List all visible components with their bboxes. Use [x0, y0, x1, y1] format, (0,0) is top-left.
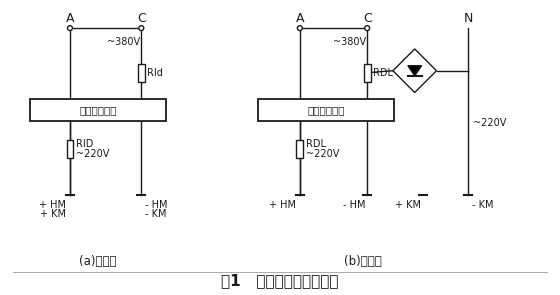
- Text: RID: RID: [76, 139, 94, 149]
- Text: + KM: + KM: [40, 209, 66, 219]
- Text: N: N: [464, 12, 473, 25]
- Text: ~380V: ~380V: [107, 37, 140, 47]
- Bar: [363, 64, 371, 82]
- Text: C: C: [137, 12, 146, 25]
- Text: - HM: - HM: [145, 201, 168, 211]
- Text: - KM: - KM: [472, 201, 494, 211]
- Text: ~220V: ~220V: [306, 149, 339, 159]
- Circle shape: [139, 26, 144, 31]
- Text: A: A: [296, 12, 304, 25]
- Text: ~220V: ~220V: [76, 149, 109, 159]
- Text: + KM: + KM: [395, 201, 421, 211]
- Text: 直流操作电源: 直流操作电源: [80, 105, 117, 115]
- Text: - KM: - KM: [145, 209, 167, 219]
- Text: ~220V: ~220V: [473, 118, 507, 128]
- Text: ~380V: ~380V: [333, 37, 366, 47]
- Text: A: A: [66, 12, 74, 25]
- Text: - HM: - HM: [343, 201, 365, 211]
- Circle shape: [68, 26, 72, 31]
- Text: RDL: RDL: [373, 68, 393, 78]
- Polygon shape: [393, 49, 436, 93]
- Circle shape: [297, 26, 302, 31]
- Text: (b)改进后: (b)改进后: [344, 255, 382, 268]
- Circle shape: [365, 26, 370, 31]
- Text: + HM: + HM: [269, 201, 296, 211]
- Bar: [138, 64, 145, 82]
- Text: (a)改进前: (a)改进前: [80, 255, 117, 268]
- Text: 直流操作电源: 直流操作电源: [307, 105, 345, 115]
- Text: + HM: + HM: [39, 201, 66, 211]
- Bar: [296, 140, 304, 158]
- Text: RDL: RDL: [306, 139, 326, 149]
- Bar: [67, 140, 73, 158]
- Polygon shape: [408, 66, 422, 76]
- Text: RId: RId: [147, 68, 163, 78]
- Text: 图1   改进前后整流电路图: 图1 改进前后整流电路图: [221, 273, 339, 288]
- Text: C: C: [363, 12, 371, 25]
- Bar: [258, 99, 394, 121]
- Bar: [30, 99, 166, 121]
